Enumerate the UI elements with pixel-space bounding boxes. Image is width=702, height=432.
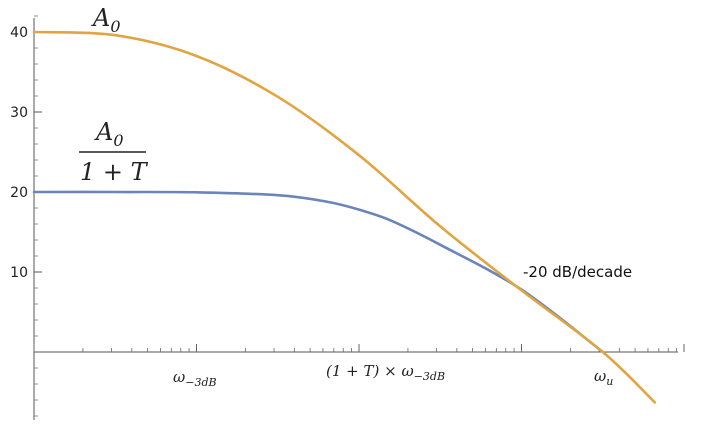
svg-text:A0: A0	[94, 118, 124, 150]
slope-annotation: -20 dB/decade	[523, 263, 632, 281]
minor-ticks	[33, 15, 685, 417]
axes	[33, 18, 678, 420]
svg-text:(1 + T) × ω−3dB: (1 + T) × ω−3dB	[326, 362, 445, 383]
svg-text:A0: A0	[91, 4, 121, 36]
series-layer	[32, 30, 657, 404]
y-tick-label-40: 40	[10, 25, 28, 41]
x-tick-label-1-plus-t-omega-3db: (1 + T) × ω−3dB	[326, 362, 445, 383]
y-tick-label-20: 20	[10, 185, 28, 201]
svg-text:ωu: ωu	[594, 367, 613, 388]
y-tick-label-30: 30	[10, 105, 28, 121]
x-tick-label-omega-u: ωu	[594, 367, 613, 388]
series-label-a0-over-1-plus-t: A0 1 + T	[79, 118, 149, 186]
x-tick-label-omega-3db: ω−3dB	[173, 368, 217, 389]
series-line-closed-loop	[32, 190, 605, 354]
series-line-open-loop	[32, 30, 657, 404]
svg-text:1 + T: 1 + T	[80, 158, 149, 186]
svg-text:ω−3dB: ω−3dB	[173, 368, 217, 389]
series-label-a0: A0	[91, 4, 121, 36]
y-tick-label-10: 10	[10, 265, 28, 281]
